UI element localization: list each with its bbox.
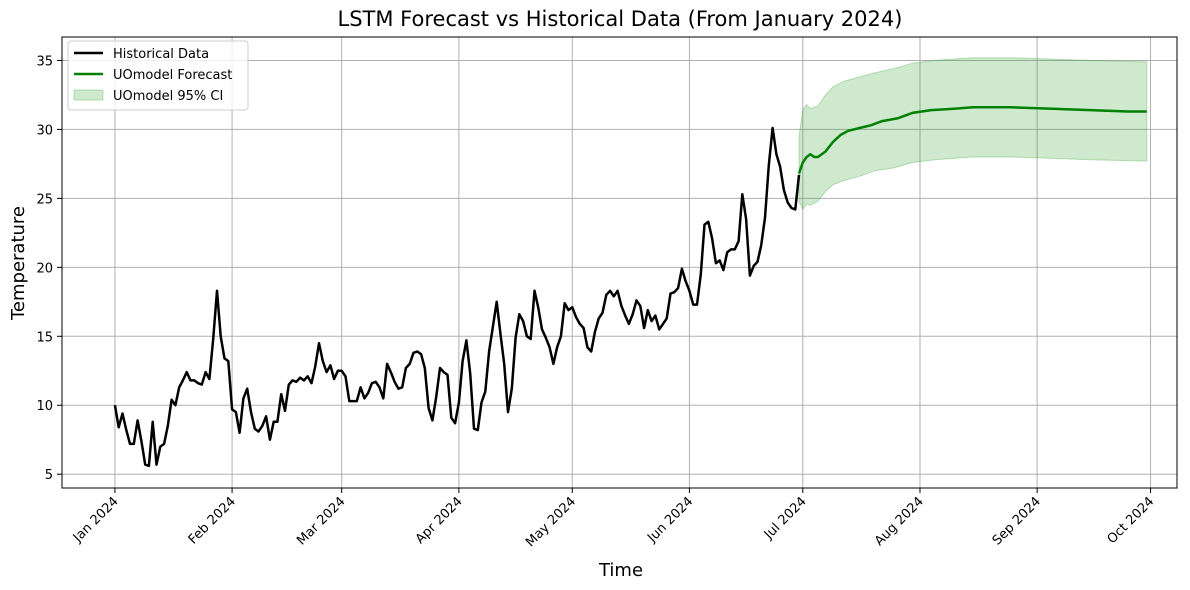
ci-band — [798, 57, 1148, 211]
historical-data-line — [113, 126, 801, 468]
x-tick-label: Oct 2024 — [1105, 494, 1158, 547]
legend-box — [67, 40, 249, 111]
x-tick-label: Sep 2024 — [990, 494, 1044, 548]
x-tick-label: Aug 2024 — [872, 494, 927, 549]
plot-frame — [61, 36, 1178, 489]
series-lines — [113, 106, 1147, 468]
x-tick-label: Apr 2024 — [413, 494, 466, 547]
y-tick-label: 25 — [36, 192, 53, 207]
x-tick-label: Jul 2024 — [761, 494, 810, 543]
y-axis-label: Temperature — [8, 206, 29, 321]
y-tick-label: 35 — [36, 54, 53, 69]
ci-band-layer — [798, 57, 1148, 211]
y-tick-label: 5 — [45, 468, 53, 483]
y-tick-label: 20 — [36, 261, 53, 276]
x-axis-ticks: Jan 2024 Feb 2024 Mar 2024 Apr 2024 May 2024… — [70, 488, 1157, 550]
chart-title: LSTM Forecast vs Historical Data (From J… — [338, 7, 903, 31]
x-tick-label: Jun 2024 — [644, 494, 696, 546]
y-tick-label: 10 — [36, 399, 53, 414]
y-tick-label: 15 — [36, 330, 53, 345]
x-tick-label: May 2024 — [523, 494, 579, 550]
legend-label: Historical Data — [113, 47, 209, 62]
x-tick-label: Mar 2024 — [294, 494, 348, 548]
uomodel-forecast-line — [797, 106, 1147, 174]
legend-label: UOmodel Forecast — [113, 68, 232, 83]
x-tick-label: Feb 2024 — [186, 494, 239, 547]
y-axis-ticks: 5 10 15 20 25 30 35 — [36, 54, 62, 483]
chart-legend: Historical Data UOmodel Forecast UOmodel 9… — [67, 40, 249, 111]
y-tick-label: 30 — [36, 123, 53, 138]
grid-lines — [62, 37, 1177, 488]
x-axis-label: Time — [598, 560, 643, 581]
x-tick-label: Jan 2024 — [70, 494, 122, 546]
legend-swatch-band — [73, 89, 104, 101]
legend-label: UOmodel 95% CI — [113, 89, 223, 104]
